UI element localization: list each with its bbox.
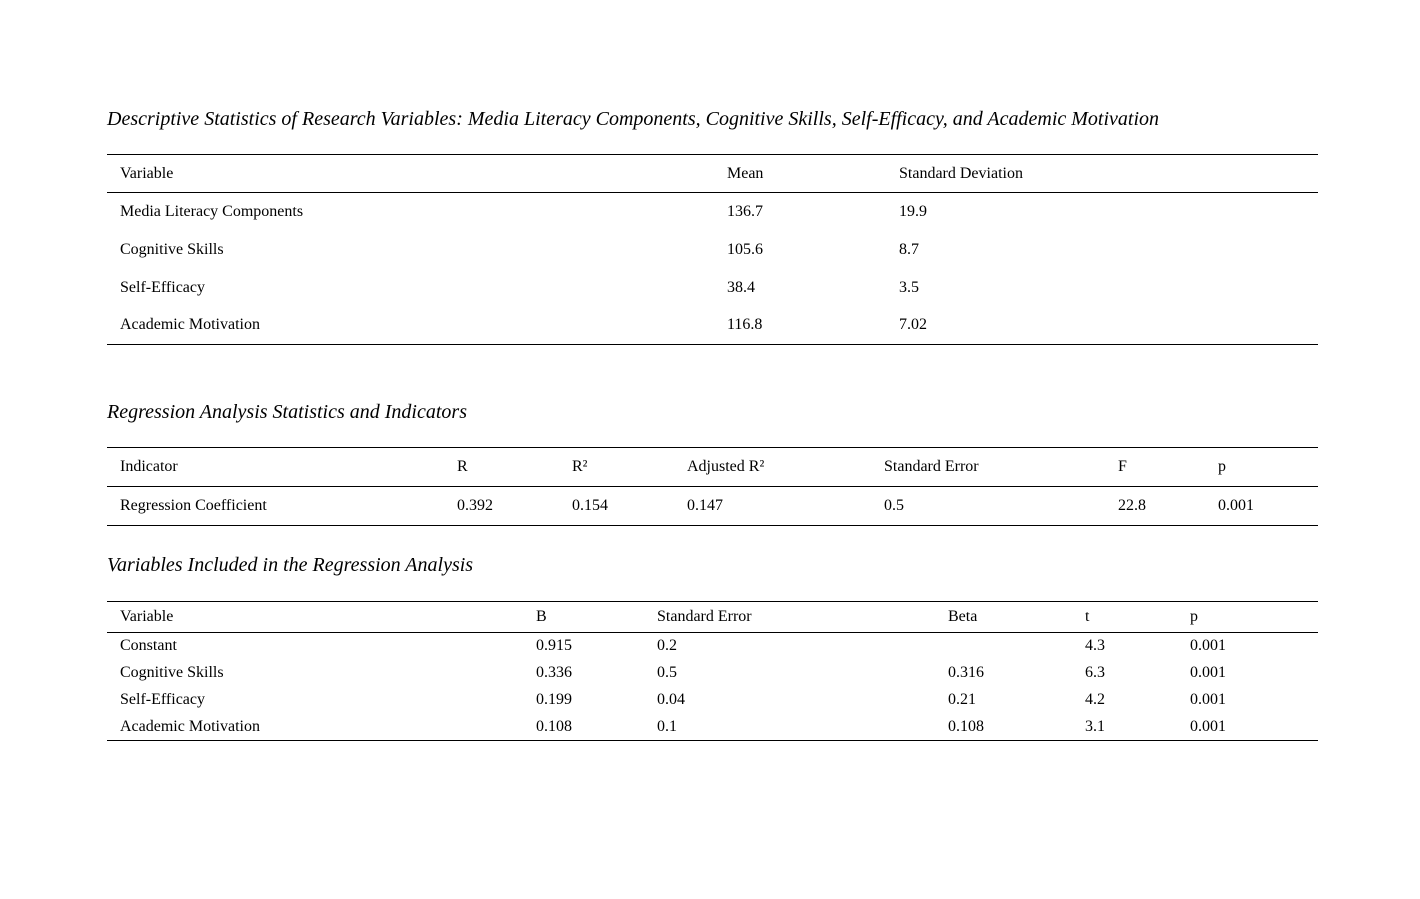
table-cell: [948, 633, 1085, 660]
table-row: Cognitive Skills 0.336 0.5 0.316 6.3 0.0…: [107, 660, 1318, 687]
column-header-r: R: [457, 458, 468, 475]
table-row: Self-Efficacy 0.199 0.04 0.21 4.2 0.001: [107, 687, 1318, 714]
table-cell: 0.392: [457, 497, 493, 514]
table-cell: 4.3: [1085, 637, 1105, 655]
table-header-row: Indicator R R² Adjusted R² Standard Erro…: [107, 448, 1318, 487]
table-cell: 0.5: [884, 497, 904, 514]
table-cell: Constant: [120, 637, 177, 655]
table-cell: Media Literacy Components: [120, 202, 304, 220]
column-header-variable: Variable: [120, 164, 174, 182]
table-cell: 0.001: [1190, 637, 1226, 655]
table-header-row: Variable Mean Standard Deviation: [107, 155, 1318, 193]
table-cell: 38.4: [727, 278, 755, 296]
table-cell: 3.1: [1085, 717, 1105, 735]
table-cell: 0.154: [572, 497, 608, 514]
column-header-p: p: [1190, 608, 1198, 625]
regression-statistics-title: Regression Analysis Statistics and Indic…: [107, 401, 467, 423]
table-cell: 0.001: [1190, 691, 1226, 708]
table-header-row: Variable B Standard Error Beta t p: [107, 602, 1318, 633]
regression-variables-table: Variable B Standard Error Beta t p Const…: [107, 601, 1318, 741]
table-cell: 0.147: [687, 497, 723, 514]
table-cell: 6.3: [1085, 664, 1105, 681]
table-cell: 105.6: [727, 240, 763, 258]
column-header-standard-error: Standard Error: [657, 608, 752, 625]
table-cell: 3.5: [899, 278, 919, 296]
descriptive-statistics-table: Variable Mean Standard Deviation Media L…: [107, 154, 1318, 345]
column-header-standard-deviation: Standard Deviation: [899, 164, 1023, 182]
table-row: Academic Motivation 0.108 0.1 0.108 3.1 …: [107, 714, 1318, 741]
table-cell: 0.915: [536, 637, 572, 655]
table-cell: 0.21: [948, 691, 976, 708]
column-header-r-squared: R²: [572, 458, 588, 475]
table-cell: Cognitive Skills: [120, 240, 224, 258]
table-row: Cognitive Skills 105.6 8.7: [107, 231, 1318, 269]
column-header-t: t: [1085, 608, 1090, 625]
table-cell: 0.108: [948, 717, 984, 735]
table-row: Constant 0.915 0.2 4.3 0.001: [107, 633, 1318, 660]
table-cell: Academic Motivation: [120, 717, 260, 735]
column-header-b: B: [536, 608, 547, 625]
table-cell: 0.001: [1218, 497, 1254, 514]
table-cell: 0.1: [657, 717, 677, 735]
table-cell: 19.9: [899, 202, 927, 220]
table-cell: 0.001: [1190, 664, 1226, 681]
table-cell: Regression Coefficient: [120, 497, 267, 514]
descriptive-statistics-title: Descriptive Statistics of Research Varia…: [107, 108, 1160, 130]
table-cell: 116.8: [727, 316, 763, 334]
table-row: Self-Efficacy 38.4 3.5: [107, 269, 1318, 307]
column-header-indicator: Indicator: [120, 458, 178, 475]
column-header-adjusted-r-squared: Adjusted R²: [687, 458, 765, 475]
table-cell: 0.199: [536, 691, 572, 708]
column-header-f: F: [1118, 458, 1127, 475]
table-cell: 0.2: [657, 637, 677, 655]
table-row: Academic Motivation 116.8 7.02: [107, 307, 1318, 345]
table-cell: 0.5: [657, 664, 677, 681]
table-cell: 8.7: [899, 240, 919, 258]
table-cell: 0.001: [1190, 717, 1226, 735]
table-cell: 7.02: [899, 316, 927, 334]
table-row: Media Literacy Components 136.7 19.9: [107, 193, 1318, 231]
regression-statistics-table: Indicator R R² Adjusted R² Standard Erro…: [107, 447, 1318, 526]
table-cell: 0.04: [657, 691, 685, 708]
table-row: Regression Coefficient 0.392 0.154 0.147…: [107, 487, 1318, 526]
column-header-mean: Mean: [727, 164, 764, 182]
table-cell: 4.2: [1085, 691, 1105, 708]
table-cell: 0.316: [948, 664, 984, 681]
table-cell: Cognitive Skills: [120, 664, 224, 681]
column-header-standard-error: Standard Error: [884, 458, 979, 475]
table-cell: Self-Efficacy: [120, 691, 205, 708]
table-cell: Academic Motivation: [120, 316, 260, 334]
column-header-beta: Beta: [948, 608, 978, 625]
table-cell: 136.7: [727, 202, 763, 220]
table-cell: 22.8: [1118, 497, 1146, 514]
column-header-variable: Variable: [120, 608, 174, 625]
table-cell: 0.108: [536, 717, 572, 735]
column-header-p: p: [1218, 458, 1226, 475]
regression-variables-title: Variables Included in the Regression Ana…: [107, 554, 474, 576]
table-cell: Self-Efficacy: [120, 278, 205, 296]
table-cell: 0.336: [536, 664, 572, 681]
